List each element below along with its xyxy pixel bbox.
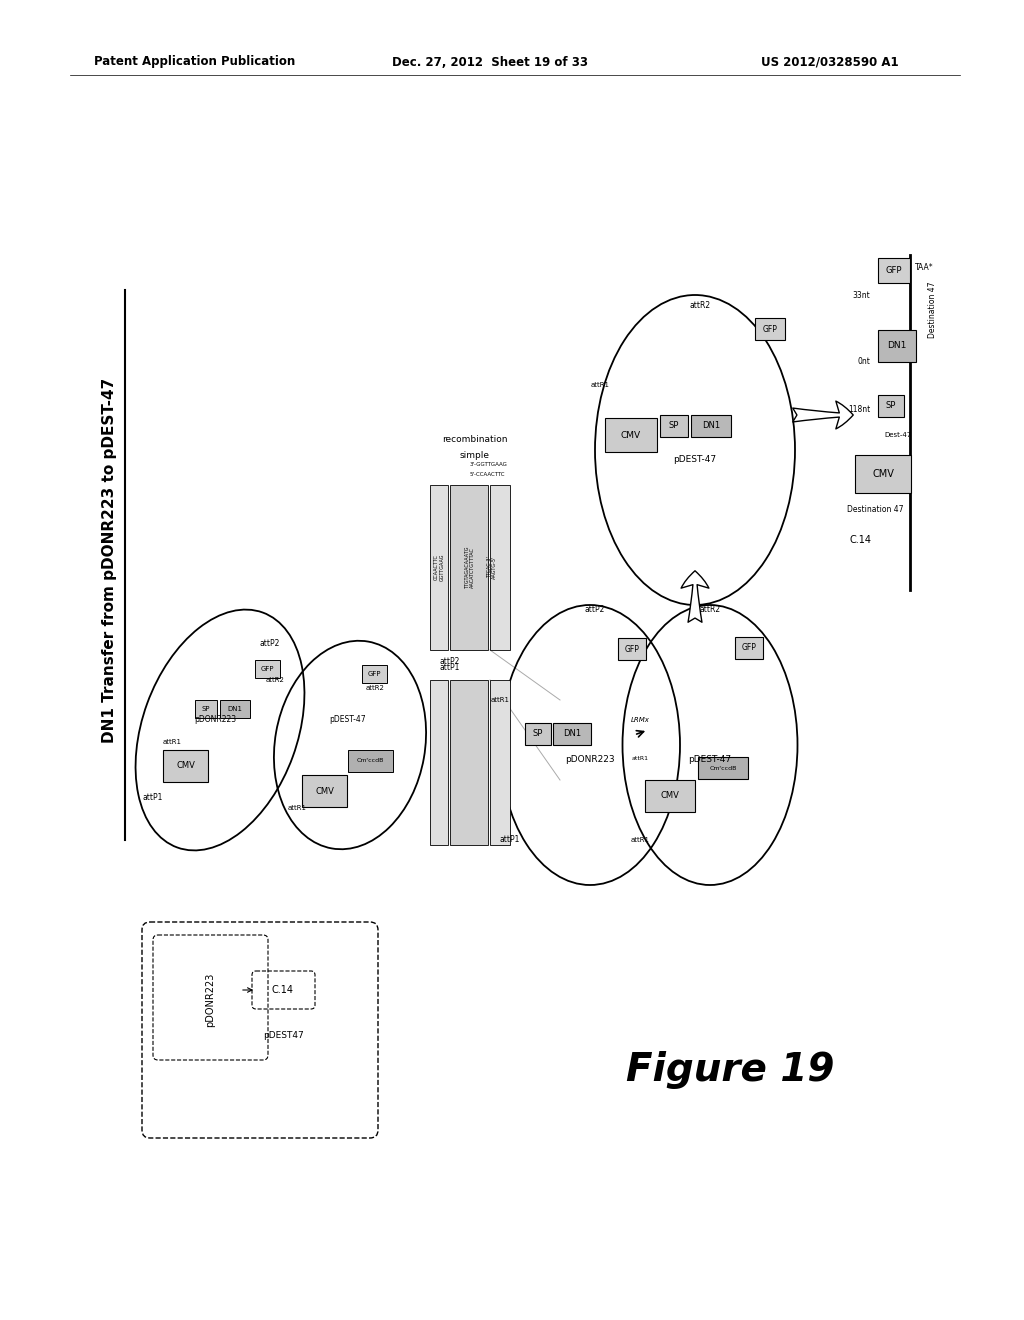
Text: attR2: attR2 [265, 677, 285, 682]
Text: pDEST-47: pDEST-47 [688, 755, 731, 764]
FancyBboxPatch shape [660, 414, 688, 437]
FancyBboxPatch shape [163, 750, 208, 781]
Text: DN1: DN1 [888, 342, 906, 351]
Text: DN1: DN1 [227, 706, 243, 711]
Text: CmʳccdB: CmʳccdB [356, 759, 384, 763]
FancyBboxPatch shape [195, 700, 217, 718]
Text: pDONR223: pDONR223 [194, 715, 237, 725]
Text: DN1 Transfer from pDONR223 to pDEST-47: DN1 Transfer from pDONR223 to pDEST-47 [102, 378, 118, 743]
Text: simple: simple [460, 450, 490, 459]
Text: TTCAC-3'
AAGTG-5': TTCAC-3' AAGTG-5' [486, 556, 498, 579]
FancyBboxPatch shape [735, 638, 763, 659]
Text: C.14: C.14 [849, 535, 871, 545]
FancyBboxPatch shape [450, 680, 488, 845]
Text: attR2: attR2 [366, 685, 384, 690]
Text: LRMx: LRMx [631, 717, 649, 723]
Text: Figure 19: Figure 19 [626, 1051, 835, 1089]
Text: attR1: attR1 [163, 739, 182, 744]
FancyBboxPatch shape [430, 484, 449, 649]
FancyBboxPatch shape [755, 318, 785, 341]
Text: attP2: attP2 [585, 606, 605, 615]
FancyBboxPatch shape [255, 660, 280, 678]
Text: attP2: attP2 [260, 639, 281, 648]
Text: attP1: attP1 [440, 664, 461, 672]
FancyBboxPatch shape [490, 484, 510, 649]
Text: attP2: attP2 [440, 657, 461, 667]
Text: TTGTAGACAAATG
AACATCTGTTTAC: TTGTAGACAAATG AACATCTGTTTAC [465, 546, 475, 589]
Text: CCAACTTC
GGTTGAAG: CCAACTTC GGTTGAAG [433, 554, 444, 581]
Text: pDEST-47: pDEST-47 [330, 715, 367, 725]
Text: attR1: attR1 [631, 837, 649, 843]
Text: GFP: GFP [368, 671, 381, 677]
Text: GFP: GFP [741, 644, 757, 652]
Text: CmʳccdB: CmʳccdB [710, 766, 736, 771]
Text: US 2012/0328590 A1: US 2012/0328590 A1 [761, 55, 899, 69]
Text: recombination: recombination [442, 436, 508, 445]
Text: attR2: attR2 [699, 606, 721, 615]
Text: GFP: GFP [886, 267, 902, 275]
Text: Dec. 27, 2012  Sheet 19 of 33: Dec. 27, 2012 Sheet 19 of 33 [392, 55, 588, 69]
Text: 3'-GGTTGAAG: 3'-GGTTGAAG [470, 462, 508, 467]
FancyBboxPatch shape [450, 484, 488, 649]
Text: attP1: attP1 [142, 792, 163, 801]
Text: SP: SP [669, 421, 679, 430]
Text: CMV: CMV [315, 787, 334, 796]
Text: DN1: DN1 [701, 421, 720, 430]
Text: pDONR223: pDONR223 [565, 755, 614, 764]
FancyBboxPatch shape [430, 680, 449, 845]
Text: attR1: attR1 [632, 755, 648, 760]
Text: DN1: DN1 [563, 730, 581, 738]
FancyBboxPatch shape [878, 395, 904, 417]
Text: Destination 47: Destination 47 [928, 281, 937, 338]
FancyBboxPatch shape [302, 775, 347, 807]
FancyBboxPatch shape [618, 638, 646, 660]
Text: CMV: CMV [660, 792, 680, 800]
Text: attR1: attR1 [288, 805, 306, 810]
FancyBboxPatch shape [525, 723, 551, 744]
FancyBboxPatch shape [553, 723, 591, 744]
Text: attR1: attR1 [591, 381, 609, 388]
Text: attP1: attP1 [500, 836, 520, 845]
Text: 118nt: 118nt [848, 405, 870, 414]
Text: CMV: CMV [872, 469, 894, 479]
FancyBboxPatch shape [878, 330, 916, 362]
Text: CMV: CMV [621, 430, 641, 440]
Text: 0nt: 0nt [857, 358, 870, 367]
Text: attR1: attR1 [490, 697, 510, 704]
Text: 5'-CCAACTTC: 5'-CCAACTTC [470, 473, 506, 478]
FancyBboxPatch shape [348, 750, 393, 772]
FancyBboxPatch shape [362, 665, 387, 682]
Text: C.14: C.14 [272, 985, 294, 995]
Text: Dest-47: Dest-47 [885, 432, 911, 438]
FancyBboxPatch shape [645, 780, 695, 812]
Text: GFP: GFP [261, 667, 274, 672]
Text: CMV: CMV [176, 762, 195, 771]
Text: 33nt: 33nt [852, 290, 870, 300]
Text: TAA*: TAA* [915, 264, 934, 272]
FancyBboxPatch shape [698, 756, 748, 779]
Text: Patent Application Publication: Patent Application Publication [94, 55, 296, 69]
Text: SP: SP [532, 730, 543, 738]
Text: pDEST47: pDEST47 [262, 1031, 303, 1040]
FancyBboxPatch shape [855, 455, 911, 492]
FancyBboxPatch shape [490, 680, 510, 845]
Text: SP: SP [202, 706, 210, 711]
Text: Destination 47: Destination 47 [847, 506, 903, 515]
Text: pDONR223: pDONR223 [205, 973, 215, 1027]
FancyBboxPatch shape [691, 414, 731, 437]
FancyBboxPatch shape [220, 700, 250, 718]
Text: GFP: GFP [625, 644, 639, 653]
Text: attR2: attR2 [689, 301, 711, 309]
Text: GFP: GFP [763, 325, 777, 334]
Text: SP: SP [886, 401, 896, 411]
Text: pDEST-47: pDEST-47 [674, 455, 717, 465]
FancyBboxPatch shape [878, 257, 910, 282]
FancyBboxPatch shape [605, 418, 657, 451]
